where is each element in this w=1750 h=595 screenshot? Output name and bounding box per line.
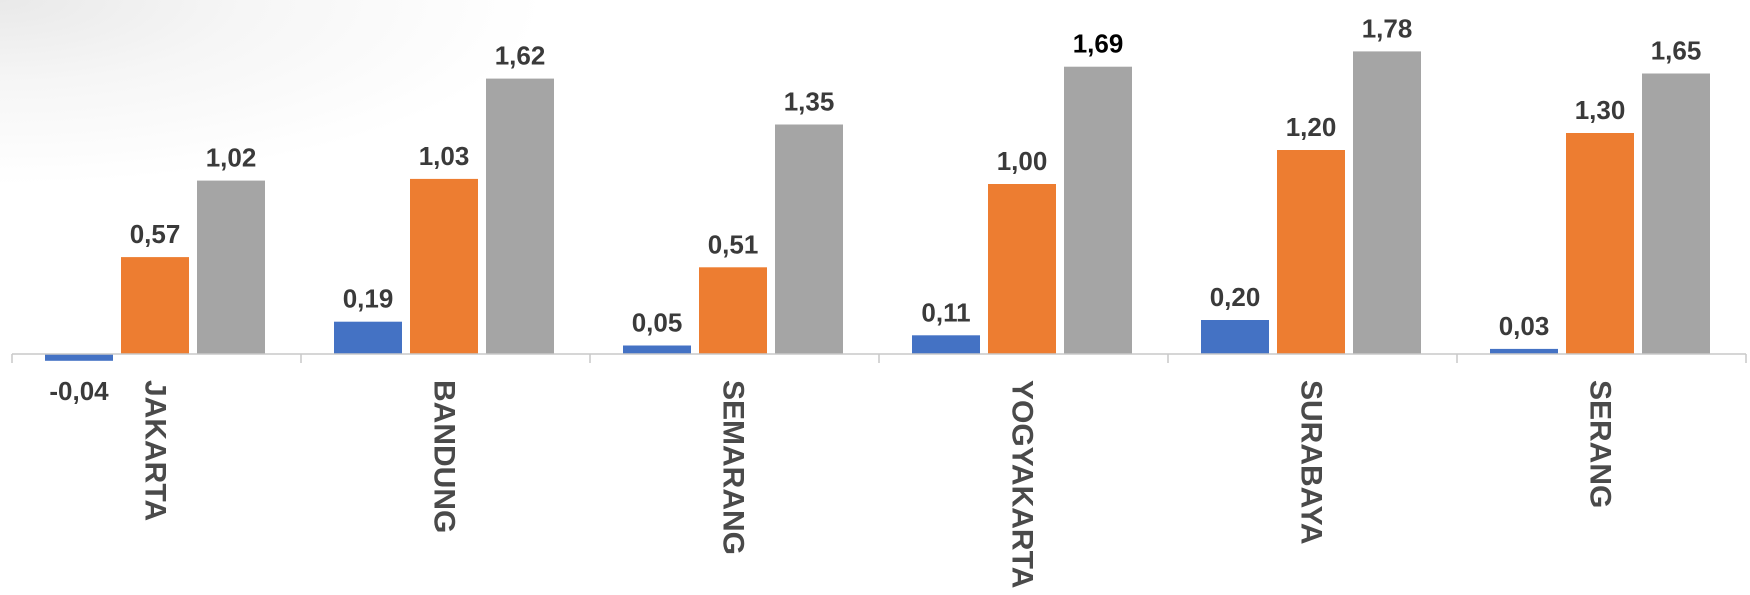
data-labels-layer: -0,04 0,57 1,02 0,19 1,03 1,62 0,05 0,51 1,35 0,1…: [49, 13, 1701, 406]
bar-surabaya-series-2: [1277, 150, 1345, 354]
category-label-surabaya: SURABAYA: [1295, 380, 1328, 545]
data-label-bandung-series-2: 1,03: [419, 141, 470, 171]
x-axis: [11, 353, 1747, 363]
bar-semarang-series-3: [775, 124, 843, 354]
data-label-surabaya-series-3: 1,78: [1362, 13, 1413, 43]
bar-jakarta-series-2: [121, 257, 189, 354]
bar-bandung-series-2: [410, 178, 478, 354]
category-label-jakarta: JAKARTA: [139, 380, 172, 521]
data-label-semarang-series-3: 1,35: [784, 87, 835, 117]
bar-surabaya-series-1: [1201, 320, 1269, 354]
data-label-bandung-series-1: 0,19: [343, 284, 394, 314]
bar-semarang-series-1: [623, 345, 691, 354]
data-label-bandung-series-3: 1,62: [495, 41, 546, 71]
data-label-yogyakarta-series-1: 0,11: [921, 297, 970, 327]
bar-surabaya-series-3: [1353, 51, 1421, 355]
data-label-surabaya-series-1: 0,20: [1210, 282, 1261, 312]
bars-layer: [45, 51, 1710, 361]
bar-semarang-series-2: [699, 267, 767, 354]
bar-serang-series-3: [1642, 73, 1710, 354]
data-label-semarang-series-1: 0,05: [632, 308, 683, 338]
data-label-serang-series-2: 1,30: [1575, 95, 1626, 125]
category-labels-layer: JAKARTA BANDUNG SEMARANG YOGYAKARTA SURABAYA…: [139, 380, 1617, 588]
data-label-semarang-series-2: 0,51: [708, 229, 759, 259]
bar-yogyakarta-series-3: [1064, 66, 1132, 354]
bar-serang-series-1: [1490, 348, 1558, 354]
data-label-yogyakarta-series-3: 1,69: [1073, 29, 1124, 59]
category-label-serang: SERANG: [1584, 380, 1617, 508]
data-label-surabaya-series-2: 1,20: [1286, 112, 1337, 142]
data-label-serang-series-3: 1,65: [1651, 36, 1702, 66]
data-label-jakarta-series-2: 0,57: [130, 219, 181, 249]
bar-bandung-series-3: [486, 78, 554, 354]
bar-jakarta-series-1: [45, 354, 113, 361]
bar-bandung-series-1: [334, 321, 402, 354]
data-label-yogyakarta-series-2: 1,00: [997, 146, 1048, 176]
bar-serang-series-2: [1566, 133, 1634, 354]
data-label-jakarta-series-1: -0,04: [49, 376, 109, 406]
bar-yogyakarta-series-2: [988, 184, 1056, 354]
bar-yogyakarta-series-1: [912, 335, 980, 354]
category-label-semarang: SEMARANG: [717, 380, 750, 555]
bar-jakarta-series-3: [197, 180, 265, 354]
data-label-jakarta-series-3: 1,02: [206, 143, 257, 173]
category-label-bandung: BANDUNG: [428, 380, 461, 533]
category-label-yogyakarta: YOGYAKARTA: [1006, 380, 1039, 588]
data-label-serang-series-1: 0,03: [1499, 311, 1550, 341]
